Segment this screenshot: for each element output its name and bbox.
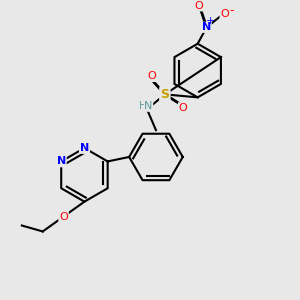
Text: O: O bbox=[195, 1, 203, 11]
Text: -: - bbox=[230, 4, 234, 17]
Text: +: + bbox=[206, 16, 215, 26]
Text: H: H bbox=[139, 101, 146, 111]
Text: O: O bbox=[178, 103, 187, 113]
Text: N: N bbox=[80, 143, 89, 153]
Text: N: N bbox=[144, 101, 153, 111]
Text: S: S bbox=[160, 88, 169, 101]
Text: O: O bbox=[59, 212, 68, 222]
Text: N: N bbox=[202, 22, 211, 32]
Text: O: O bbox=[220, 9, 229, 19]
Text: O: O bbox=[147, 71, 156, 82]
Text: N: N bbox=[57, 156, 66, 167]
